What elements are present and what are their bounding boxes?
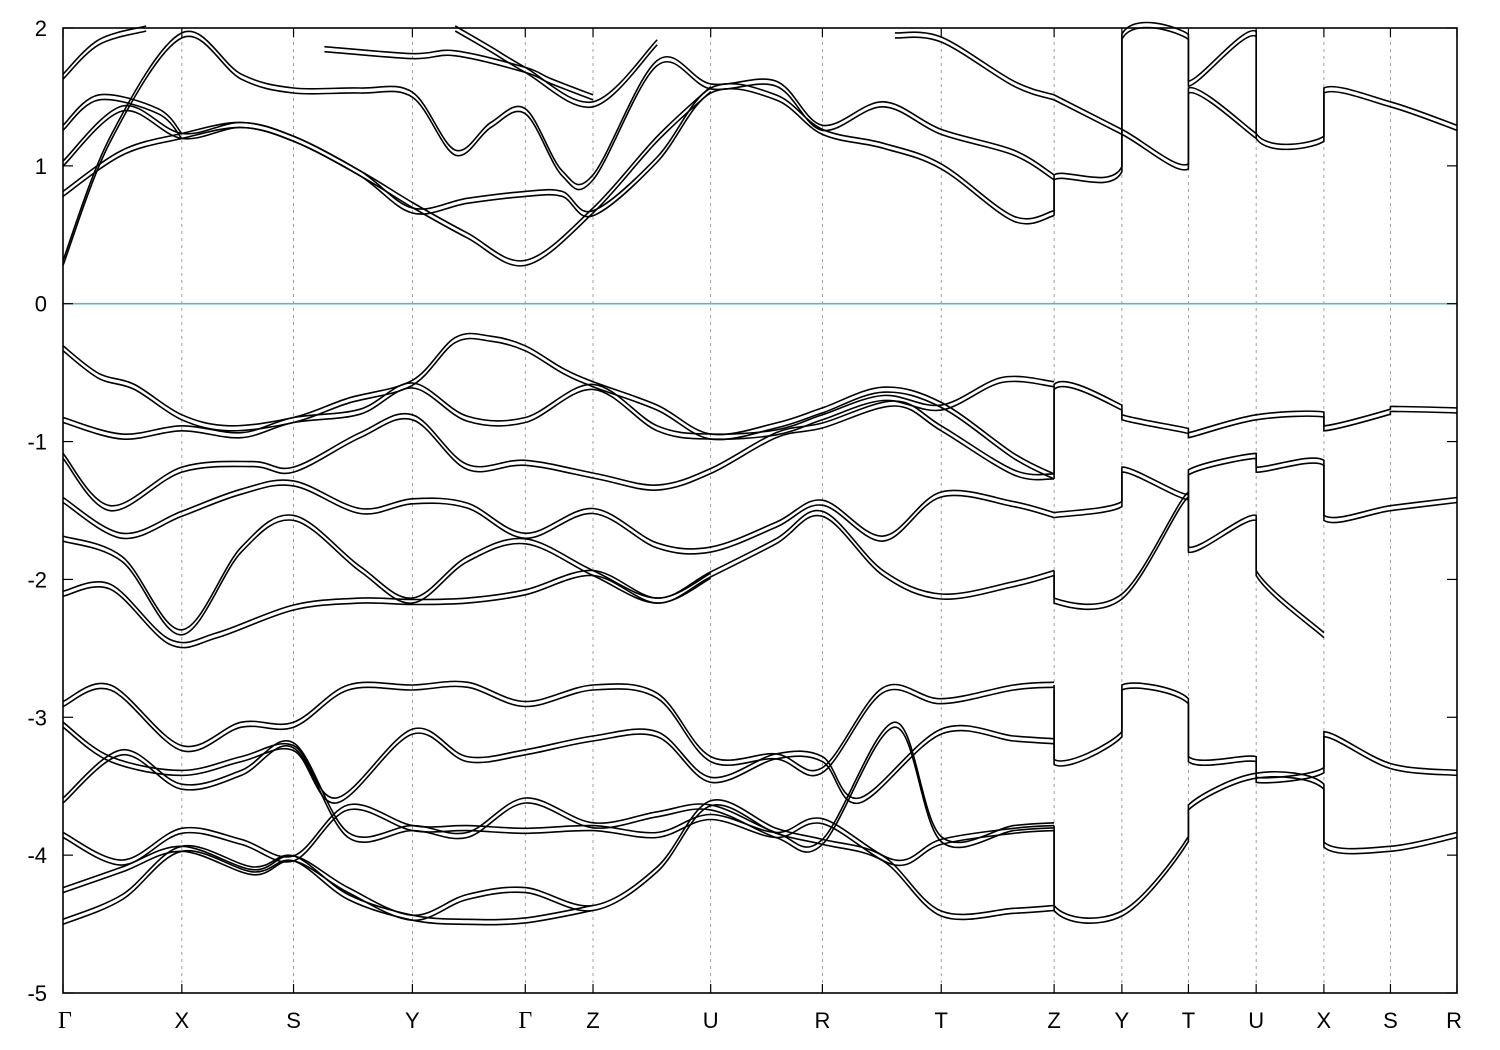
y-tick-label: -3 [27, 705, 47, 730]
band-line [62, 799, 1055, 917]
band-line [324, 45, 594, 96]
kpoint-label: Z [586, 1008, 599, 1033]
band-line-split [62, 91, 712, 267]
band-line-split [62, 30, 147, 80]
band-line-split [1053, 385, 1458, 479]
y-tick-label: -1 [27, 430, 47, 455]
y-tick-label: -2 [27, 567, 47, 592]
kpoint-label: U [1248, 1008, 1264, 1033]
y-tick-label: 1 [35, 154, 47, 179]
band-line [1053, 87, 1257, 166]
kpoint-label: Y [405, 1008, 420, 1033]
band-line-split [62, 405, 1055, 512]
band-line-split [62, 484, 1055, 555]
kpoint-label: X [174, 1008, 189, 1033]
kpoint-label: U [703, 1008, 719, 1033]
kpoint-label: S [1383, 1008, 1398, 1033]
band-line-split [1053, 457, 1458, 524]
band-line [1053, 380, 1458, 474]
kpoint-label: R [1446, 1008, 1462, 1033]
bands-layer [62, 21, 1458, 926]
kpoint-label: R [814, 1008, 830, 1033]
band-line [1053, 771, 1458, 919]
band-line [62, 680, 1055, 772]
kpoint-label: Γ [518, 1008, 532, 1034]
band-line-split [62, 804, 1055, 922]
band-line [62, 375, 1055, 436]
kpoint-label: T [1182, 1008, 1195, 1033]
band-line-split [62, 685, 1055, 777]
band-line-split [62, 726, 1055, 853]
kpoint-label: T [935, 1008, 948, 1033]
band-line [62, 569, 712, 644]
kpoint-label: S [286, 1008, 301, 1033]
band-line-split [454, 30, 658, 108]
band-line [62, 30, 1055, 261]
kpoint-label: Γ [58, 1008, 72, 1034]
band-line-split [1053, 776, 1458, 924]
band-line-split [62, 35, 1055, 266]
band-line [62, 82, 1055, 220]
plot-frame [62, 27, 1458, 994]
band-line [62, 93, 183, 135]
band-line [62, 721, 1055, 848]
band-line-split [62, 380, 1055, 441]
band-line [62, 844, 594, 921]
band-line-split [1053, 687, 1458, 784]
band-line-split [324, 50, 594, 101]
band-line-split [62, 337, 1055, 480]
band-line-split [1053, 92, 1257, 171]
y-tick-label: 2 [35, 16, 47, 41]
band-line [62, 332, 1055, 475]
band-line [62, 86, 712, 262]
kpoint-label: Z [1047, 1008, 1060, 1033]
band-line-split [62, 726, 1055, 804]
band-line [894, 31, 1055, 96]
kpoint-label: Y [1115, 1008, 1130, 1033]
y-axis: -5 -4 -3 -2 -1 0 1 2 [27, 16, 1457, 1006]
band-line [62, 509, 1055, 631]
band-line [62, 479, 1055, 550]
band-line-split [62, 514, 1055, 636]
y-tick-label: -5 [27, 981, 47, 1006]
kpoint-label: X [1317, 1008, 1332, 1033]
band-line [62, 803, 1055, 862]
band-line [454, 25, 658, 103]
band-line-split [1053, 495, 1325, 639]
band-line [62, 721, 1055, 799]
y-tick-label: 0 [35, 292, 47, 317]
band-line-split [62, 574, 712, 649]
band-line [62, 400, 1055, 507]
band-line-split [894, 36, 1055, 101]
band-line-split [62, 98, 183, 140]
band-line-split [1053, 26, 1458, 216]
band-line-split [62, 849, 594, 926]
y-tick-label: -4 [27, 843, 47, 868]
